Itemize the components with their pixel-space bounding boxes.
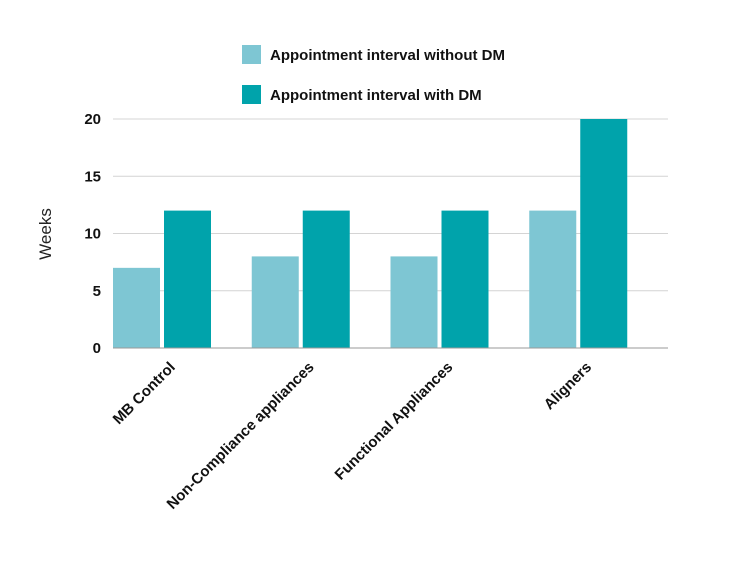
legend-swatch xyxy=(242,45,261,64)
bar-with-dm xyxy=(164,210,211,348)
y-tick-label: 0 xyxy=(93,340,101,357)
bar-without-dm xyxy=(113,267,160,348)
bar-without-dm xyxy=(529,210,577,348)
y-tick-label: 5 xyxy=(93,283,101,300)
y-tick-label: 10 xyxy=(84,226,101,243)
legend: Appointment interval without DM Appointme… xyxy=(242,45,505,104)
y-tick-label: 15 xyxy=(84,168,101,185)
bars xyxy=(113,119,628,348)
legend-swatch xyxy=(242,85,261,104)
y-axis-title: Weeks xyxy=(36,208,55,260)
legend-label: Appointment interval without DM xyxy=(270,47,505,64)
bar-with-dm xyxy=(580,119,628,348)
y-tick-label: 20 xyxy=(84,111,101,128)
x-category-label: Aligners xyxy=(541,359,595,413)
bar-without-dm xyxy=(251,256,299,348)
x-category-label: MB Control xyxy=(110,359,179,428)
bar-without-dm xyxy=(390,256,438,348)
y-axis-ticks: 0 5 10 15 20 xyxy=(84,111,101,357)
bar-with-dm xyxy=(441,210,489,348)
x-category-label: Non-Compliance appliances xyxy=(164,359,318,513)
bar-with-dm xyxy=(302,210,350,348)
x-category-label: Functional Appliances xyxy=(332,359,457,484)
legend-label: Appointment interval with DM xyxy=(270,87,482,104)
